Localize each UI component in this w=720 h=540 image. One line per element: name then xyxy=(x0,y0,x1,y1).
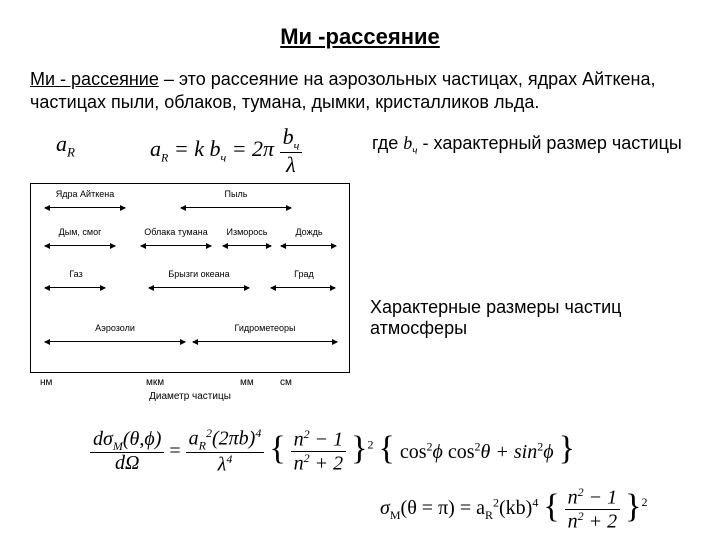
size-range-arrow xyxy=(45,341,185,342)
eq-sigma-back: σM(θ = π) = aR2(kb)4 { n2 − 1 n2 + 2 }2 xyxy=(380,486,690,532)
equations: dσM(θ,ϕ) dΩ = aR2(2πb)4 λ4 { n2 − 1 n2 +… xyxy=(30,427,690,532)
formula-row: aR aR = k bч = 2π bч λ где bч - характер… xyxy=(30,127,690,171)
size-range-arrow xyxy=(149,287,249,288)
size-range-arrow xyxy=(45,207,125,208)
size-range-arrow xyxy=(181,207,291,208)
size-range-arrow xyxy=(45,287,105,288)
size-range-label: Аэрозоли xyxy=(85,324,145,333)
size-range-label: Газ xyxy=(59,270,93,279)
ar-symbol: aR xyxy=(56,131,75,160)
intro-lead: Ми - рассеяние xyxy=(30,69,159,89)
size-range-arrow xyxy=(193,341,337,342)
axis-unit: см xyxy=(280,377,292,388)
size-range-arrow xyxy=(141,245,211,246)
size-range-label: Пыль xyxy=(211,190,261,199)
diagram-caption: Характерные размеры частиц атмосферы xyxy=(370,297,690,339)
size-range-label: Гидрометеоры xyxy=(225,324,305,333)
axis-unit: мм xyxy=(240,377,254,388)
size-range-label: Облака тумана xyxy=(137,228,215,237)
size-range-label: Изморось xyxy=(217,228,277,237)
axis-unit: мкм xyxy=(146,377,164,388)
ar-equation: aR = k bч = 2π bч λ xyxy=(150,125,302,176)
intro-text: Ми - рассеяние – это рассеяние на аэрозо… xyxy=(30,68,690,113)
where-text: где bч - характерный размер частицы xyxy=(372,133,682,157)
lower-block: Ядра Айткена Пыль Дым, смог Облака туманаИз… xyxy=(30,179,690,419)
size-range-arrow xyxy=(271,287,335,288)
size-range-label: Дым, смог xyxy=(45,228,115,237)
size-range-label: Ядра Айткена xyxy=(45,190,125,199)
size-range-arrow xyxy=(281,245,336,246)
axis-unit: нм xyxy=(40,377,52,388)
size-range-label: Дождь xyxy=(279,228,339,237)
slide-title: Ми -рассеяние xyxy=(30,24,690,50)
particle-size-diagram: Ядра Айткена Пыль Дым, смог Облака туманаИз… xyxy=(30,183,350,373)
eq-dsigma: dσM(θ,ϕ) dΩ = aR2(2πb)4 λ4 { n2 − 1 n2 +… xyxy=(90,427,690,476)
size-range-label: Брызги океана xyxy=(147,270,251,279)
size-range-arrow xyxy=(223,245,271,246)
size-range-arrow xyxy=(45,245,115,246)
axis-title: Диаметр частицы xyxy=(30,391,350,402)
size-range-label: Град xyxy=(287,270,321,279)
